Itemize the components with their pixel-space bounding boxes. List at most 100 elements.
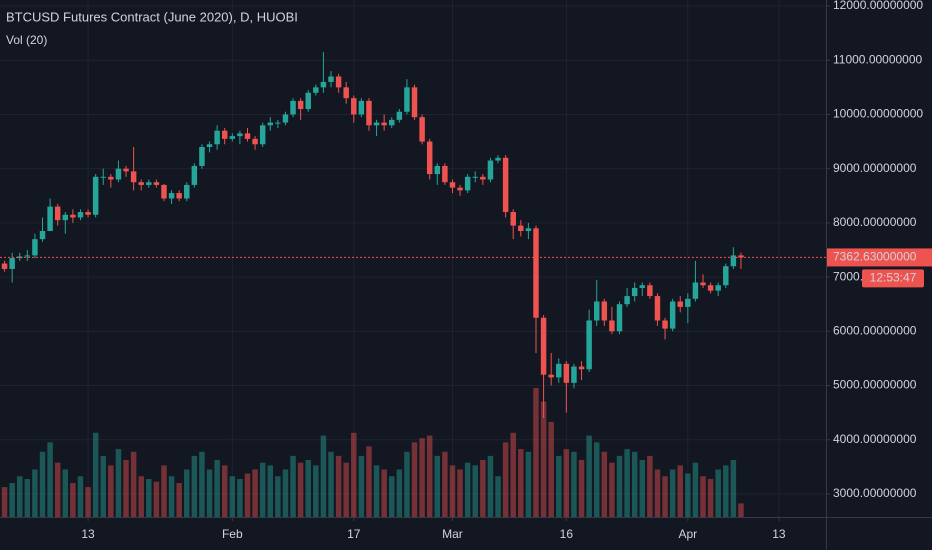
volume-bar xyxy=(358,455,365,517)
volume-bar xyxy=(206,469,213,517)
volume-label: Vol (20) xyxy=(6,33,47,47)
candle-body xyxy=(297,100,304,110)
volume-bar xyxy=(70,483,76,517)
candle-body xyxy=(85,212,91,215)
candle-body xyxy=(631,287,638,297)
volume-bar xyxy=(464,462,471,517)
volume-bar xyxy=(548,421,554,517)
candle-body xyxy=(9,258,15,269)
volume-bar xyxy=(47,442,53,517)
candle-body xyxy=(571,366,577,383)
candle-body xyxy=(434,165,441,175)
candle-body xyxy=(351,98,357,115)
candle-body xyxy=(533,228,539,318)
volume-bar xyxy=(381,469,387,517)
volume-bar xyxy=(715,469,721,517)
candle-body xyxy=(548,374,554,378)
candle-body xyxy=(366,100,372,126)
volume-bar xyxy=(244,473,251,517)
volume-bar xyxy=(146,478,152,517)
candle-body xyxy=(229,136,236,139)
candle-body xyxy=(639,285,646,288)
volume-bar xyxy=(168,476,175,517)
candle-body xyxy=(328,76,334,82)
candle-body xyxy=(358,100,365,115)
candle-body xyxy=(586,320,592,370)
volume-bar xyxy=(9,483,15,517)
candle-body xyxy=(662,320,668,329)
chart-title: BTCUSD Futures Contract (June 2020), D, … xyxy=(6,9,298,24)
volume-bar xyxy=(518,449,524,517)
volume-bar xyxy=(631,451,638,517)
volume-bar xyxy=(457,469,463,517)
volume-bar xyxy=(677,465,683,517)
candle-body xyxy=(601,301,608,321)
candle-body xyxy=(669,301,676,329)
candle-body xyxy=(419,117,425,142)
volume-bar xyxy=(237,478,243,517)
candle-body xyxy=(1,263,8,269)
volume-bar xyxy=(707,478,714,517)
volume-bar xyxy=(351,432,357,517)
candle-body xyxy=(259,125,266,145)
candle-body xyxy=(320,81,327,88)
candle-body xyxy=(449,182,456,188)
x-tick-label: Apr xyxy=(678,527,697,541)
candle-body xyxy=(563,363,570,383)
candle-body xyxy=(39,231,46,240)
y-tick-label: 9000.00000000 xyxy=(833,161,917,175)
candle-body xyxy=(123,168,129,172)
candle-body xyxy=(70,214,76,218)
volume-bar xyxy=(616,455,623,517)
volume-bar xyxy=(214,459,220,517)
candle-body xyxy=(495,157,501,161)
y-tick-label: 10000.00000000 xyxy=(833,107,923,121)
candle-body xyxy=(411,87,418,118)
candle-body xyxy=(426,141,433,175)
candle-body xyxy=(191,165,198,185)
candle-body xyxy=(343,87,349,99)
volume-bar xyxy=(525,451,532,517)
candle-body xyxy=(457,187,463,191)
y-tick-label: 4000.00000000 xyxy=(833,432,917,446)
volume-bar xyxy=(669,469,676,517)
candle-body xyxy=(373,122,380,126)
volume-bar xyxy=(389,476,395,517)
volume-bar xyxy=(647,455,653,517)
x-tick-label: 13 xyxy=(772,527,786,541)
candle-body xyxy=(313,87,319,93)
countdown-box xyxy=(862,269,924,288)
candle-body xyxy=(510,212,516,226)
volume-bar xyxy=(62,469,69,517)
candle-body xyxy=(556,363,562,378)
candle-body xyxy=(54,206,61,221)
candle-body xyxy=(115,168,122,180)
candle-body xyxy=(206,144,213,147)
volume-bar xyxy=(130,451,137,517)
volume-bar xyxy=(92,432,99,517)
volume-bar xyxy=(267,465,274,517)
volume-bar xyxy=(275,476,281,517)
volume-bar xyxy=(229,476,236,517)
volume-bar xyxy=(396,469,403,517)
volume-bar xyxy=(161,465,167,517)
candle-body xyxy=(540,317,547,375)
volume-bar xyxy=(39,451,46,517)
volume-bar xyxy=(556,455,562,517)
candle-body xyxy=(267,122,274,126)
candle-body xyxy=(237,133,243,137)
volume-bar xyxy=(586,435,592,517)
candle-body xyxy=(24,255,31,257)
x-tick-label: Feb xyxy=(222,527,243,541)
candle-body xyxy=(738,255,744,258)
volume-bar xyxy=(290,455,296,517)
volume-bar xyxy=(108,465,114,517)
candle-body xyxy=(290,100,296,115)
volume-bar xyxy=(24,478,31,517)
volume-bar xyxy=(184,469,190,517)
volume-bar xyxy=(495,476,501,517)
volume-bar xyxy=(601,451,608,517)
volume-bar xyxy=(624,449,630,517)
volume-bar xyxy=(434,455,441,517)
volume-bar xyxy=(366,446,372,517)
